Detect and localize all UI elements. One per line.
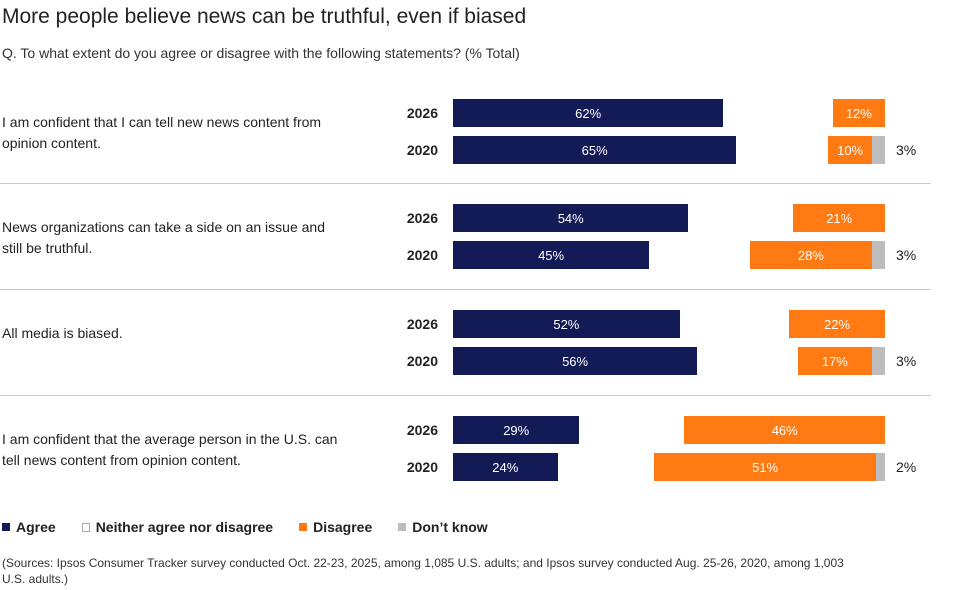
agree-bar: 54% (453, 204, 689, 232)
dont-know-label: 3% (896, 353, 917, 369)
legend-label: Neither agree nor disagree (95, 519, 274, 535)
dont-know-bar (871, 347, 885, 375)
legend-swatch-agree (2, 523, 10, 531)
dont-know-bar (871, 136, 885, 164)
legend-label: Agree (16, 519, 56, 535)
legend-label: Disagree (313, 519, 373, 535)
disagree-bar: 51% (653, 453, 877, 481)
disagree-bar: 12% (832, 99, 885, 127)
year-label: 2026 (406, 316, 438, 332)
year-label: 2020 (406, 142, 438, 158)
dont-know-label: 2% (896, 459, 917, 475)
legend-swatch-dont-know (398, 523, 407, 531)
disagree-bar: 46% (684, 416, 885, 444)
statement-label: I am confident that the average person i… (2, 431, 338, 468)
year-label: 2026 (406, 422, 438, 438)
agree-bar: 52% (453, 310, 680, 338)
legend-dont-know: Don’t know (398, 519, 488, 535)
dont-know-label: 3% (896, 247, 917, 263)
dont-know-label: 3% (896, 142, 917, 158)
year-label: 2026 (406, 105, 438, 121)
agree-bar: 45% (453, 241, 650, 269)
chart-subtitle: Q. To what extent do you agree or disagr… (2, 45, 520, 61)
group-divider (0, 183, 931, 184)
disagree-bar: 21% (793, 204, 885, 232)
statement-label: All media is biased. (2, 325, 123, 341)
agree-bar: 56% (453, 347, 698, 375)
legend-neither: Neither agree nor disagree (81, 519, 274, 535)
legend-swatch-neither (81, 522, 90, 532)
disagree-bar: 28% (749, 241, 872, 269)
year-label: 2020 (406, 353, 438, 369)
disagree-bar: 22% (789, 310, 885, 338)
legend-swatch-disagree (299, 523, 308, 531)
agree-bar: 24% (453, 453, 558, 481)
statement-label: I am confident that I can tell new news … (2, 114, 322, 151)
year-label: 2020 (406, 247, 438, 263)
agree-bar: 65% (453, 136, 737, 164)
group-divider (0, 395, 931, 396)
agree-bar: 62% (453, 99, 724, 127)
disagree-bar: 10% (828, 136, 872, 164)
legend-disagree: Disagree (299, 519, 372, 535)
source-note: (Sources: Ipsos Consumer Tracker survey … (2, 556, 844, 586)
legend-agree: Agree (2, 519, 56, 535)
disagree-bar: 17% (797, 347, 872, 375)
agree-bar: 29% (453, 416, 580, 444)
dont-know-bar (871, 241, 885, 269)
statement-label: News organizations can take a side on an… (2, 219, 325, 256)
legend: Agree Neither agree nor disagree Disagre… (2, 519, 488, 535)
dont-know-bar (876, 453, 885, 481)
group-divider (0, 289, 931, 290)
chart-title: More people believe news can be truthful… (2, 5, 527, 28)
year-label: 2026 (406, 210, 438, 226)
year-label: 2020 (406, 459, 438, 475)
legend-label: Don’t know (412, 519, 488, 535)
